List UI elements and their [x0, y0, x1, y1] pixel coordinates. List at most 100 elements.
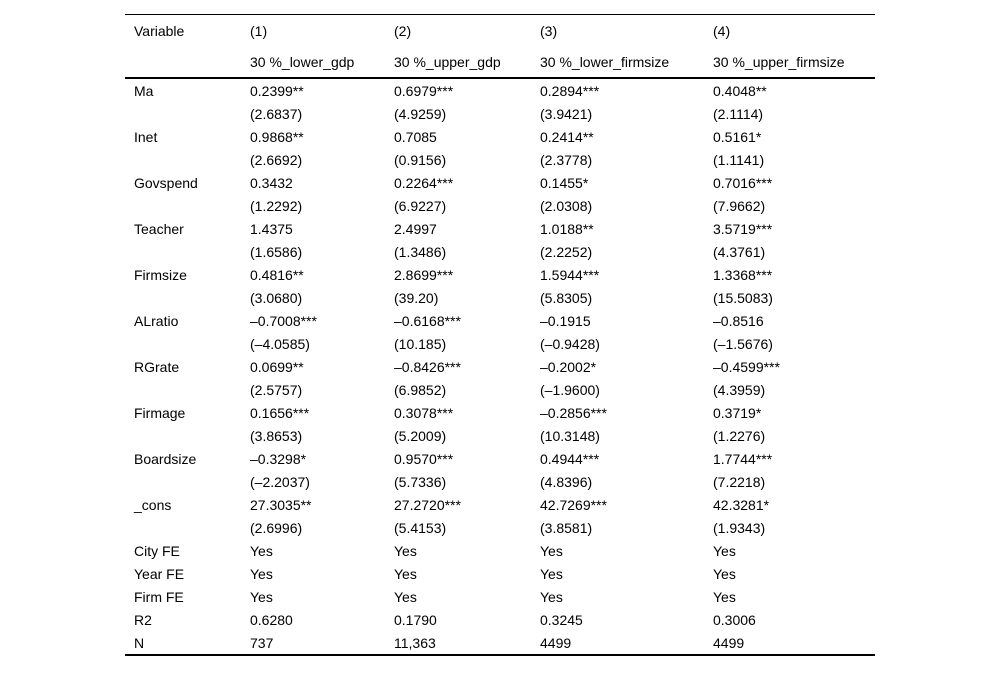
- variable-name-empty: [125, 194, 250, 217]
- summary-value-col-3: Yes: [540, 588, 563, 605]
- coefficient-row: Firmsize 0.4816** 2.8699*** 1.5944*** 1.3368…: [125, 263, 875, 286]
- tstat-col-1: (2.5757): [250, 381, 303, 398]
- model-2-header: (2): [394, 22, 412, 39]
- tstat-col-2: (4.9259): [394, 105, 447, 122]
- tstat-col-3: (2.0308): [540, 197, 593, 214]
- coefficient-col-4: 1.7744***: [713, 450, 773, 467]
- tstat-row: (3.8653) (5.2009) (10.3148) (1.2276): [125, 424, 875, 447]
- summary-value-col-4: 0.3006: [713, 611, 756, 628]
- summary-value-col-1: 0.6280: [250, 611, 293, 628]
- tstat-col-4: (7.9662): [713, 197, 766, 214]
- coefficient-col-3: 0.2894***: [540, 82, 600, 99]
- model-3-subtitle: 30 %_lower_firmsize: [540, 46, 713, 79]
- tstat-col-3: (10.3148): [540, 427, 600, 444]
- tstat-col-4: (2.1114): [713, 105, 764, 122]
- variable-name: Govspend: [134, 174, 198, 191]
- model-subtitle-row: 30 %_lower_gdp 30 %_upper_gdp 30 %_lower…: [125, 46, 875, 79]
- variable-name: Teacher: [134, 220, 184, 237]
- coefficient-col-1: –0.3298*: [250, 450, 307, 467]
- summary-label: Year FE: [134, 565, 185, 582]
- tstat-col-4: (–1.5676): [713, 335, 773, 352]
- tstat-col-1: (–2.2037): [250, 473, 310, 490]
- tstat-col-2: (39.20): [394, 289, 439, 306]
- tstat-col-3: (2.2252): [540, 243, 593, 260]
- summary-label: R2: [134, 611, 152, 628]
- variable-name-empty: [125, 240, 250, 263]
- tstat-row: (1.2292) (6.9227) (2.0308) (7.9662): [125, 194, 875, 217]
- coefficient-col-3: 0.4944***: [540, 450, 600, 467]
- coefficient-col-2: 0.9570***: [394, 450, 454, 467]
- tstat-col-2: (1.3486): [394, 243, 447, 260]
- variable-name: Inet: [134, 128, 158, 145]
- tstat-col-4: (4.3761): [713, 243, 766, 260]
- coefficient-col-4: 1.3368***: [713, 266, 773, 283]
- summary-value-col-2: Yes: [394, 588, 417, 605]
- coefficient-col-3: 1.5944***: [540, 266, 600, 283]
- summary-value-col-3: 4499: [540, 634, 572, 651]
- model-1-subtitle: 30 %_lower_gdp: [250, 46, 394, 79]
- summary-row: Firm FE Yes Yes Yes Yes: [125, 585, 875, 608]
- summary-value-col-2: Yes: [394, 565, 417, 582]
- coefficient-row: _cons 27.3035** 27.2720*** 42.7269*** 42.328…: [125, 493, 875, 516]
- coefficient-col-4: 0.4048**: [713, 82, 767, 99]
- coefficient-col-1: 1.4375: [250, 220, 293, 237]
- table-body: Ma 0.2399** 0.6979*** 0.2894*** 0.4048** (2.6…: [125, 78, 875, 655]
- summary-value-col-4: Yes: [713, 565, 736, 582]
- tstat-col-2: (0.9156): [394, 151, 447, 168]
- model-3-header: (3): [540, 22, 558, 39]
- tstat-row: (2.6692) (0.9156) (2.3778) (1.1141): [125, 148, 875, 171]
- tstat-col-4: (1.9343): [713, 519, 766, 536]
- summary-value-col-1: Yes: [250, 542, 273, 559]
- coefficient-col-2: –0.8426***: [394, 358, 461, 375]
- summary-value-col-2: 11,363: [394, 634, 436, 651]
- summary-value-col-4: 4499: [713, 634, 745, 651]
- summary-value-col-1: 737: [250, 634, 274, 651]
- variable-name: Firmage: [134, 404, 186, 421]
- coefficient-col-2: 0.2264***: [394, 174, 454, 191]
- summary-value-col-2: 0.1790: [394, 611, 437, 628]
- coefficient-col-4: –0.4599***: [713, 358, 780, 375]
- tstat-col-1: (3.0680): [250, 289, 303, 306]
- coefficient-col-2: 2.4997: [394, 220, 437, 237]
- variable-name-empty: [125, 286, 250, 309]
- tstat-col-1: (3.8653): [250, 427, 303, 444]
- variable-name: Firmsize: [134, 266, 187, 283]
- tstat-row: (1.6586) (1.3486) (2.2252) (4.3761): [125, 240, 875, 263]
- variable-name-empty: [125, 470, 250, 493]
- variable-name-empty: [125, 516, 250, 539]
- tstat-col-1: (1.6586): [250, 243, 303, 260]
- coefficient-col-3: 0.1455*: [540, 174, 589, 191]
- tstat-col-2: (10.185): [394, 335, 447, 352]
- model-1-header: (1): [250, 22, 268, 39]
- coefficient-row: ALratio –0.7008*** –0.6168*** –0.1915 –0.851…: [125, 309, 875, 332]
- tstat-col-1: (2.6692): [250, 151, 303, 168]
- coefficient-col-4: 0.3719*: [713, 404, 762, 421]
- tstat-col-4: (7.2218): [713, 473, 766, 490]
- tstat-row: (–2.2037) (5.7336) (4.8396) (7.2218): [125, 470, 875, 493]
- tstat-col-1: (2.6996): [250, 519, 303, 536]
- coefficient-col-2: 2.8699***: [394, 266, 454, 283]
- tstat-col-3: (3.8581): [540, 519, 593, 536]
- tstat-col-1: (1.2292): [250, 197, 303, 214]
- summary-value-col-4: Yes: [713, 542, 736, 559]
- coefficient-col-4: 0.7016***: [713, 174, 773, 191]
- coefficient-row: RGrate 0.0699** –0.8426*** –0.2002* –0.4599*…: [125, 355, 875, 378]
- coefficient-col-3: 1.0188**: [540, 220, 594, 237]
- coefficient-col-2: 0.7085: [394, 128, 437, 145]
- summary-row: N 737 11,363 4499 4499: [125, 631, 875, 655]
- coefficient-row: Inet 0.9868** 0.7085 0.2414** 0.5161*: [125, 125, 875, 148]
- regression-table-container: Variable (1) (2) (3) (4) 30 %_lower_gdp …: [125, 14, 875, 656]
- summary-label: City FE: [134, 542, 180, 559]
- tstat-col-2: (5.4153): [394, 519, 447, 536]
- coefficient-col-3: –0.1915: [540, 312, 591, 329]
- summary-value-col-2: Yes: [394, 542, 417, 559]
- coefficient-row: Teacher 1.4375 2.4997 1.0188** 3.5719***: [125, 217, 875, 240]
- coefficient-col-3: 42.7269***: [540, 496, 607, 513]
- coefficient-col-4: 42.3281*: [713, 496, 770, 513]
- variable-column-subheader-empty: [125, 46, 250, 79]
- tstat-row: (–4.0585) (10.185) (–0.9428) (–1.5676): [125, 332, 875, 355]
- summary-value-col-3: 0.3245: [540, 611, 583, 628]
- variable-name: ALratio: [134, 312, 179, 329]
- tstat-col-2: (5.7336): [394, 473, 447, 490]
